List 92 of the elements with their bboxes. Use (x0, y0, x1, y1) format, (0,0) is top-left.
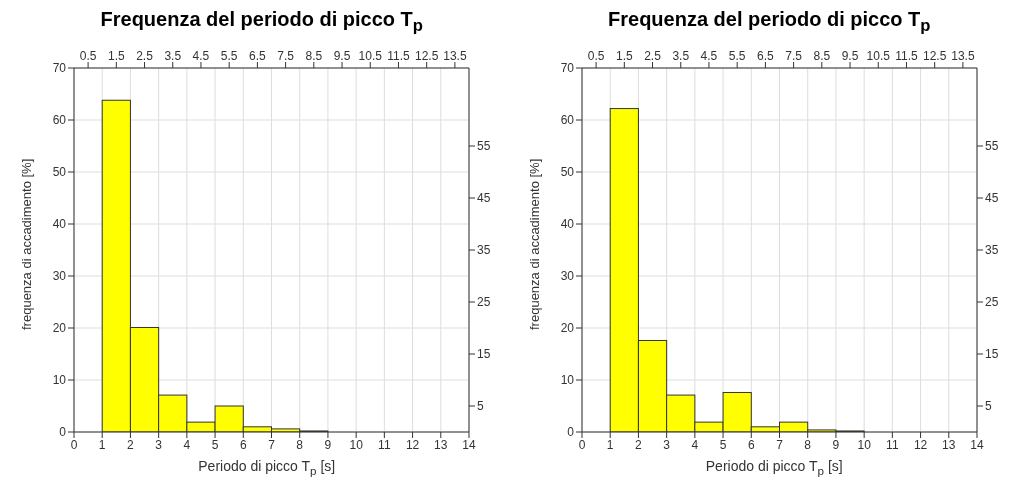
y2-tick-label: 35 (984, 243, 999, 258)
x-tick-label: 2 (127, 437, 135, 452)
x-tick-label: 14 (462, 437, 477, 452)
x2-tick-label: 9.5 (333, 49, 351, 63)
x-tick-label: 5 (211, 437, 219, 452)
x2-tick-label: 3.5 (164, 49, 182, 63)
y2-tick-label: 5 (984, 399, 992, 414)
y-tick-label: 40 (560, 217, 575, 232)
x2-tick-label: 5.5 (728, 49, 746, 63)
x-tick-label: 12 (406, 437, 420, 452)
y2-tick-label: 25 (984, 295, 999, 310)
x2-tick-label: 7.5 (277, 49, 295, 63)
x2-tick-label: 11.5 (387, 49, 411, 63)
x-tick-label: 1 (606, 437, 614, 452)
y-tick-label: 0 (59, 425, 67, 440)
chart-title: Frequenza del periodo di picco T$_{p}$ (100, 8, 423, 37)
y2-tick-label: 35 (477, 243, 491, 258)
x-tick-label: 3 (663, 437, 671, 452)
y-tick-label: 50 (52, 165, 67, 180)
x2-tick-label: 4.5 (700, 49, 718, 63)
y2-tick-label: 55 (984, 139, 999, 154)
x2-tick-label: 6.5 (756, 49, 774, 63)
x-tick-label: 10 (349, 437, 364, 452)
y2-tick-label: 45 (477, 191, 491, 206)
x-tick-label: 7 (268, 437, 276, 452)
x-tick-label: 6 (747, 437, 755, 452)
chart-title: Frequenza del periodo di picco T$_{p}$ (608, 8, 931, 37)
x2-tick-label: 1.5 (615, 49, 633, 63)
x-tick-label: 10 (857, 437, 871, 452)
y-tick-label: 60 (52, 113, 67, 128)
x2-tick-label: 2.5 (643, 49, 661, 63)
y-tick-label: 60 (560, 113, 575, 128)
x2-tick-label: 12.5 (415, 49, 439, 63)
x2-tick-label: 4.5 (192, 49, 210, 63)
y-axis-title: frequenza di accadimento [%] (18, 158, 34, 330)
y2-tick-label: 45 (984, 191, 999, 206)
y-tick-label: 50 (560, 165, 575, 180)
y-tick-label: 30 (560, 269, 575, 284)
x2-tick-label: 3.5 (672, 49, 690, 63)
y2-tick-label: 5 (477, 399, 485, 414)
x-tick-label: 7 (775, 437, 783, 452)
x-tick-label: 11 (378, 437, 392, 452)
y-axis-title: frequenza di accadimento [%] (526, 158, 542, 330)
y-tick-label: 10 (560, 373, 575, 388)
x-axis-title: Periodo di picco T$_{p}$ [s] (198, 458, 336, 477)
y-tick-label: 0 (567, 425, 575, 440)
y-tick-label: 40 (52, 217, 67, 232)
x2-tick-label: 13.5 (950, 49, 975, 63)
x2-tick-label: 12.5 (922, 49, 947, 63)
y2-tick-label: 25 (477, 295, 491, 310)
x-tick-label: 9 (324, 437, 332, 452)
x-tick-label: 12 (913, 437, 928, 452)
x-tick-label: 6 (240, 437, 248, 452)
x2-tick-label: 0.5 (587, 49, 605, 63)
x2-tick-label: 10.5 (358, 49, 383, 63)
x-tick-label: 2 (634, 437, 642, 452)
y2-tick-label: 55 (477, 139, 491, 154)
x-tick-label: 3 (155, 437, 163, 452)
x-tick-label: 13 (434, 437, 449, 452)
x2-tick-label: 7.5 (785, 49, 803, 63)
x2-tick-label: 6.5 (249, 49, 267, 63)
x-tick-label: 1 (99, 437, 107, 452)
x2-tick-label: 2.5 (136, 49, 154, 63)
x-tick-label: 13 (941, 437, 956, 452)
x2-tick-label: 9.5 (841, 49, 859, 63)
x2-tick-label: 13.5 (443, 49, 468, 63)
x-tick-label: 4 (691, 437, 699, 452)
y-tick-label: 20 (560, 321, 575, 336)
y-tick-label: 10 (52, 373, 67, 388)
x-tick-label: 14 (970, 437, 984, 452)
x-tick-label: 9 (832, 437, 840, 452)
x-tick-label: 0 (70, 437, 78, 452)
x-tick-label: 4 (183, 437, 191, 452)
x2-tick-label: 10.5 (866, 49, 890, 63)
x-tick-label: 11 (885, 437, 899, 452)
x-tick-label: 0 (578, 437, 586, 452)
y2-tick-label: 15 (984, 347, 999, 362)
x2-tick-label: 8.5 (813, 49, 831, 63)
x2-tick-label: 11.5 (894, 49, 918, 63)
x-tick-label: 8 (804, 437, 812, 452)
y-tick-label: 20 (52, 321, 67, 336)
y2-tick-label: 15 (477, 347, 491, 362)
x-axis-title: Periodo di picco T$_{p}$ [s] (705, 458, 843, 477)
y-tick-label: 30 (52, 269, 67, 284)
x-tick-label: 5 (719, 437, 727, 452)
x2-tick-label: 5.5 (221, 49, 239, 63)
x-tick-label: 8 (296, 437, 304, 452)
y-tick-label: 70 (560, 61, 575, 76)
y-tick-label: 70 (52, 61, 67, 76)
x2-tick-label: 0.5 (80, 49, 98, 63)
x2-tick-label: 1.5 (108, 49, 126, 63)
x2-tick-label: 8.5 (305, 49, 323, 63)
